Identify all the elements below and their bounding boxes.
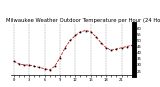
Text: Milwaukee Weather Outdoor Temperature per Hour (24 Hours): Milwaukee Weather Outdoor Temperature pe… <box>6 18 160 23</box>
